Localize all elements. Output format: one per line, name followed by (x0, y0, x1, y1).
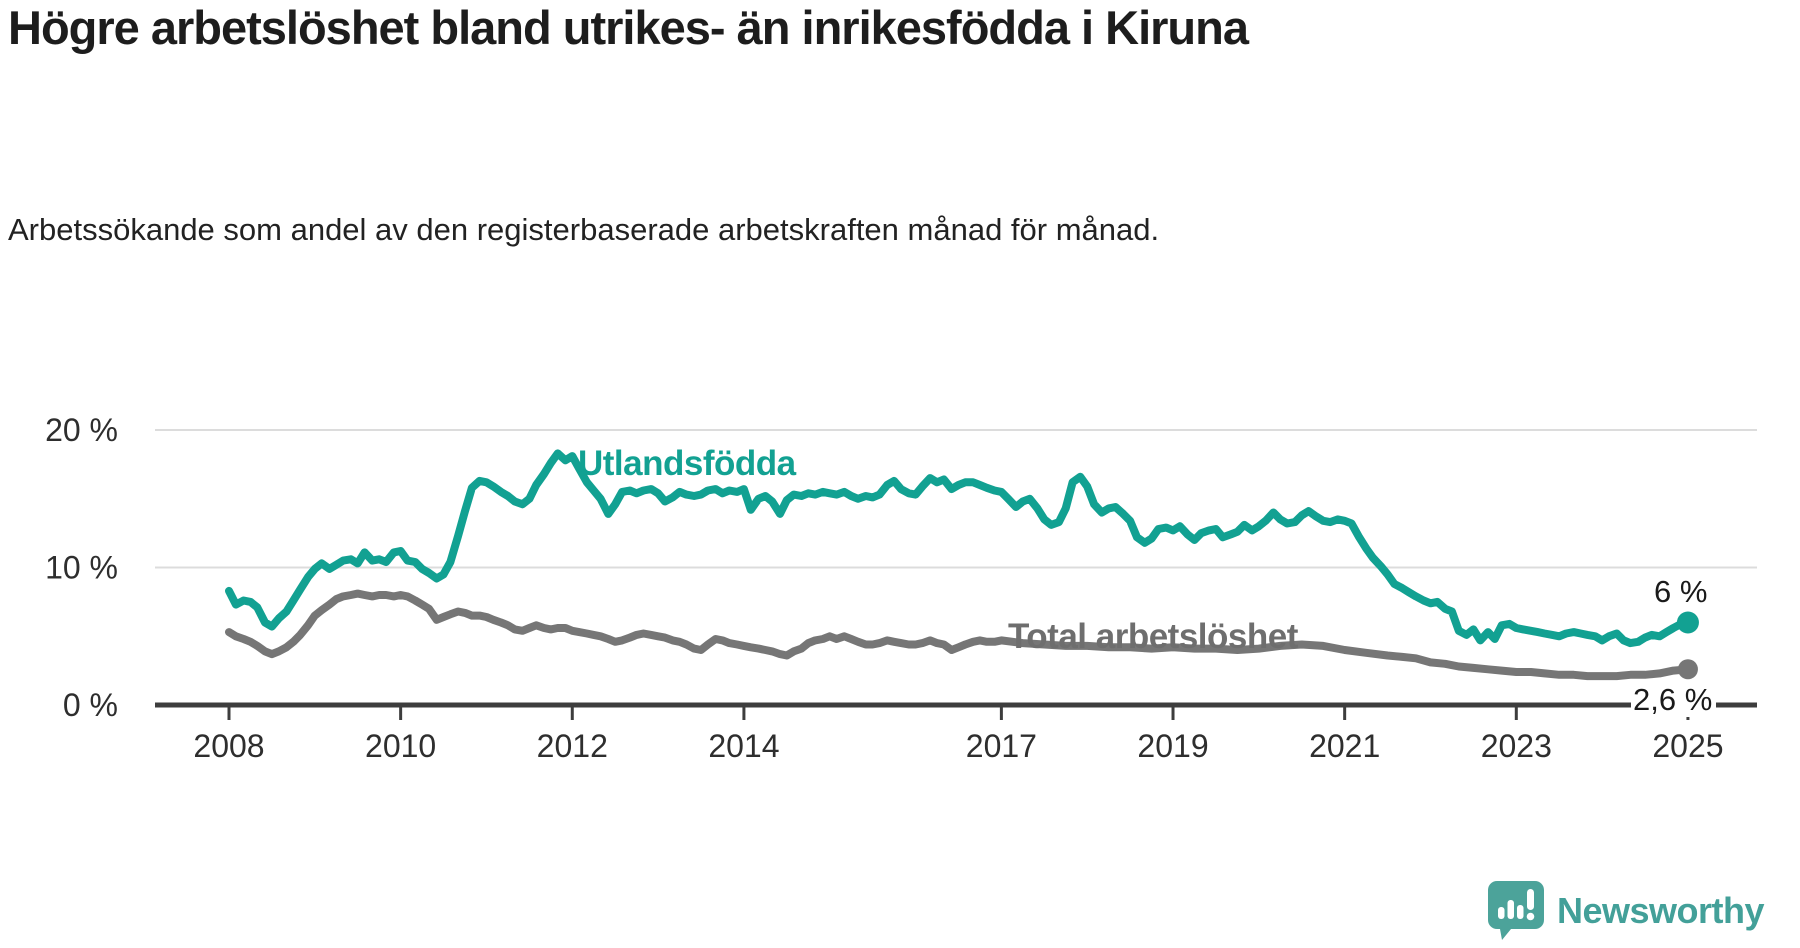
end-value-label-total: 2,6 % (1631, 684, 1717, 717)
series-label-utlandsfodda: Utlandsfödda (578, 444, 796, 483)
x-axis-tick-label: 2023 (1481, 728, 1552, 764)
newsworthy-logo: Newsworthy (1487, 880, 1765, 942)
end-value-label-utlandsfodda: 6 % (1654, 574, 1708, 609)
series-end-dot (1677, 659, 1698, 680)
series-line-total (225, 589, 1692, 681)
newsworthy-bubble-icon (1488, 881, 1544, 940)
x-axis-tick-label: 2021 (1309, 728, 1380, 764)
x-axis-tick-label: 2017 (966, 728, 1037, 764)
series-line-utlandsfodda (225, 449, 1692, 648)
x-axis-tick-label: 2014 (708, 728, 779, 764)
series-label-total-arbetsloshet: Total arbetslöshet (1008, 617, 1298, 656)
x-axis-tick-label: 2019 (1137, 728, 1208, 764)
x-axis-tick-label: 2010 (365, 728, 436, 764)
x-axis-tick-label: 2012 (537, 728, 608, 764)
chart-subtitle: Arbetssökande som andel av den registerb… (8, 212, 1160, 247)
chart-title: Högre arbetslöshet bland utrikes- än inr… (8, 1, 1249, 54)
x-axis-tick-label: 2008 (193, 728, 264, 764)
x-axis-tick-label: 2025 (1652, 728, 1723, 764)
y-axis-tick-label: 20 % (45, 412, 118, 448)
series-end-dot (1676, 611, 1699, 634)
newsworthy-wordmark: Newsworthy (1557, 890, 1765, 931)
y-axis-tick-label: 0 % (63, 687, 118, 723)
y-axis-tick-label: 10 % (45, 550, 118, 586)
